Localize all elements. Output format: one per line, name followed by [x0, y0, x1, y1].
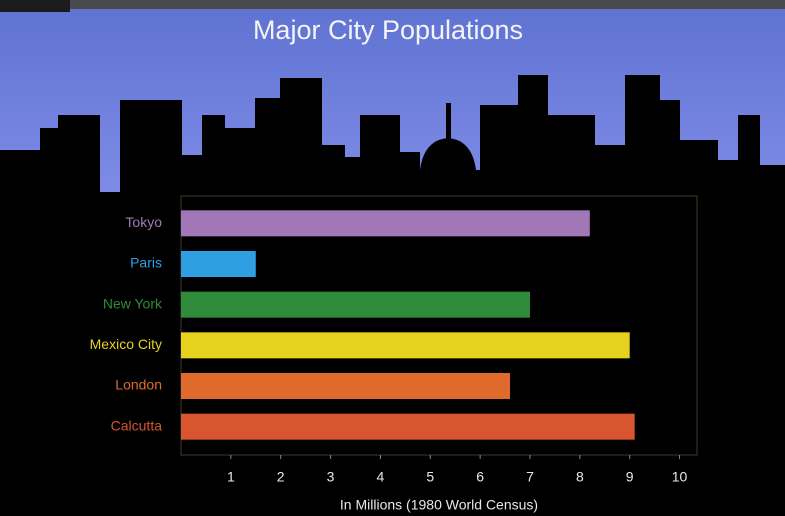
bar: [181, 251, 256, 277]
x-tick-label: 8: [576, 469, 584, 485]
bar: [181, 373, 510, 399]
x-tick-label: 10: [672, 469, 688, 485]
x-tick-label: 3: [327, 469, 335, 485]
x-tick-label: 4: [377, 469, 385, 485]
bar: [181, 332, 630, 358]
bar: [181, 210, 590, 236]
x-tick-label: 6: [476, 469, 484, 485]
chart-title: Major City Populations: [253, 15, 523, 45]
spire: [446, 103, 451, 139]
y-tick-label: Tokyo: [125, 214, 162, 230]
y-tick-label: Mexico City: [90, 336, 162, 352]
x-tick-label: 2: [277, 469, 285, 485]
bar: [181, 292, 530, 318]
top-strip: [70, 0, 785, 9]
bar: [181, 414, 635, 440]
y-tick-label: London: [115, 377, 162, 393]
y-tick-label: New York: [103, 295, 163, 311]
page: Major City Populations In Millions (1980…: [0, 0, 785, 516]
y-tick-label: Calcutta: [111, 417, 163, 433]
x-tick-label: 7: [526, 469, 534, 485]
chart: Major City Populations In Millions (1980…: [0, 0, 785, 516]
x-tick-label: 9: [626, 469, 634, 485]
corner: [0, 0, 70, 12]
x-axis-label: In Millions (1980 World Census): [340, 497, 538, 513]
x-tick-label: 5: [426, 469, 434, 485]
y-tick-label: Paris: [130, 255, 162, 271]
x-tick-label: 1: [227, 469, 235, 485]
